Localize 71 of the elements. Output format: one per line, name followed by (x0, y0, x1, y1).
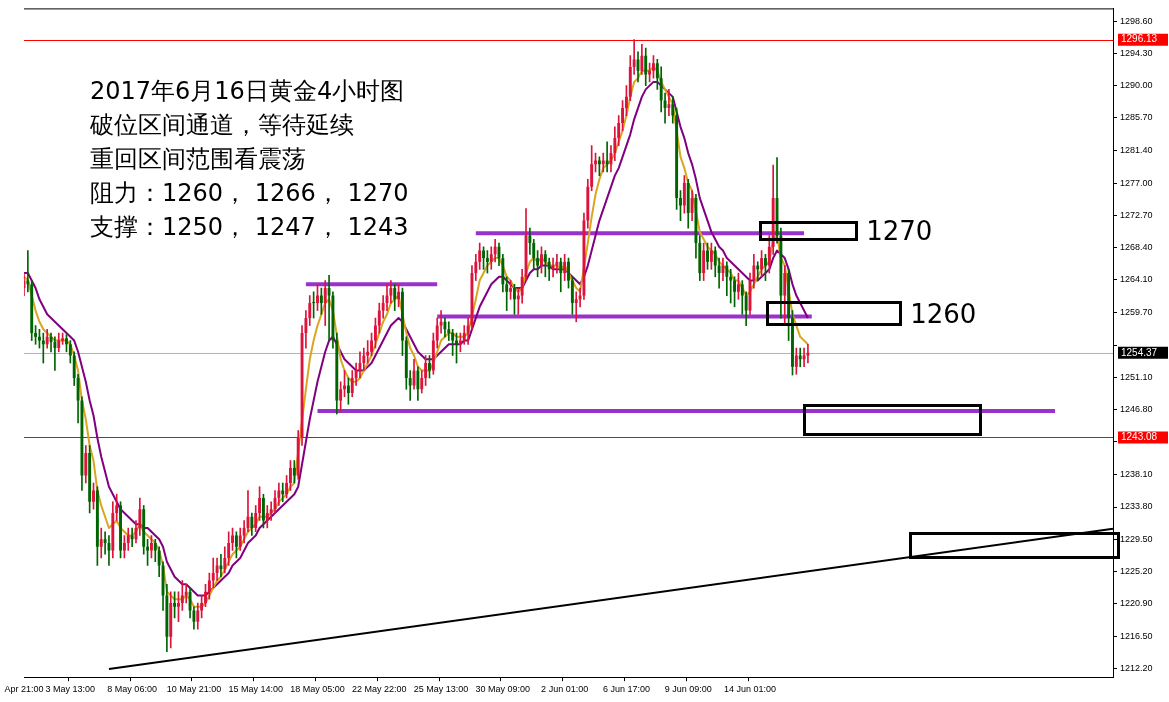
candlestick (482, 246, 485, 270)
y-tick-label: 1290.00 (1120, 80, 1153, 91)
y-tick-label: 1259.70 (1120, 307, 1153, 318)
x-tick-label: 25 May 13:00 (413, 684, 469, 695)
x-tick-label: 18 May 05:00 (290, 684, 345, 695)
x-tick-label: 10 May 21:00 (166, 684, 222, 695)
x-tick-label: 8 May 06:00 (107, 684, 157, 695)
x-tick-label: Apr 21:00 (4, 684, 44, 695)
y-tick-label: 1294.30 (1120, 47, 1153, 58)
annotation: 1260 (910, 298, 977, 329)
y-tick-label: 1225.20 (1120, 565, 1153, 576)
candlestick (211, 557, 215, 589)
candlestick (261, 493, 265, 529)
ref-line-label: 1254.37 (1121, 346, 1158, 358)
candlestick (574, 291, 578, 323)
y-tick-label: 1268.40 (1120, 242, 1153, 253)
candlestick (119, 501, 122, 559)
candlestick (316, 283, 319, 311)
candlestick (447, 321, 451, 341)
ref-line-label: 1296.13 (1121, 33, 1158, 45)
annotation: 破位区间通道，等待延续 (90, 110, 355, 141)
candlestick (92, 482, 95, 510)
text: 2017年6月16日黄金4小时图 (90, 76, 406, 107)
x-tick-label: 14 Jun 01:00 (723, 684, 777, 695)
candlestick (540, 246, 543, 274)
candlestick (706, 242, 709, 270)
y-tick-label: 1212.20 (1120, 663, 1153, 674)
candlestick (428, 355, 431, 379)
candlestick (219, 553, 223, 578)
candlestick (289, 460, 292, 491)
annotation: 支撑：1250， 1247， 1243 (90, 212, 409, 243)
y-tick-label: 1229.50 (1120, 533, 1153, 544)
y-tick-label: 1216.50 (1120, 631, 1153, 642)
x-tick-label: 30 May 09:00 (475, 684, 531, 695)
candlestick (149, 535, 153, 559)
y-tick-label: 1246.80 (1120, 404, 1153, 415)
candlestick (679, 190, 682, 221)
candlestick (667, 89, 671, 116)
y-tick-label: 1298.60 (1120, 15, 1153, 26)
y-tick-label: 1285.70 (1120, 112, 1153, 123)
x-tick-label: 3 May 13:00 (45, 684, 96, 695)
y-tick-label: 1264.10 (1120, 274, 1153, 285)
candlestick (567, 257, 570, 289)
y-tick-label: 1233.80 (1120, 501, 1153, 512)
x-tick-label: 2 Jun 01:00 (541, 684, 589, 695)
candlestick (652, 55, 655, 79)
candlestick (512, 283, 516, 315)
y-tick-label: 1272.70 (1120, 209, 1153, 220)
y-tick-label: 1220.90 (1120, 598, 1153, 609)
annotation: 重回区间范围看震荡 (90, 144, 307, 175)
x-tick-label: 9 Jun 09:00 (664, 684, 712, 695)
candlestick (177, 591, 180, 623)
y-tick-label: 1277.00 (1120, 177, 1153, 188)
annotation: 阻力：1260， 1266， 1270 (90, 178, 409, 209)
candlestick (806, 343, 810, 364)
candlestick (130, 527, 134, 548)
candlestick (509, 280, 513, 300)
annotation: 1270 (866, 216, 933, 247)
x-tick-label: 22 May 22:00 (352, 684, 407, 695)
y-tick-label: 1238.10 (1120, 469, 1153, 480)
y-tick-label: 1251.10 (1120, 371, 1153, 382)
x-tick-label: 6 Jun 17:00 (602, 684, 650, 695)
x-tick-label: 15 May 14:00 (228, 684, 283, 695)
candlestick (555, 254, 559, 274)
candlestick (53, 336, 57, 371)
candlestick (764, 254, 767, 281)
candlestick (791, 310, 794, 376)
candlestick (65, 334, 68, 353)
ref-line-label: 1243.08 (1121, 431, 1158, 443)
y-tick-label: 1281.40 (1120, 144, 1153, 155)
candlestick (204, 583, 207, 608)
